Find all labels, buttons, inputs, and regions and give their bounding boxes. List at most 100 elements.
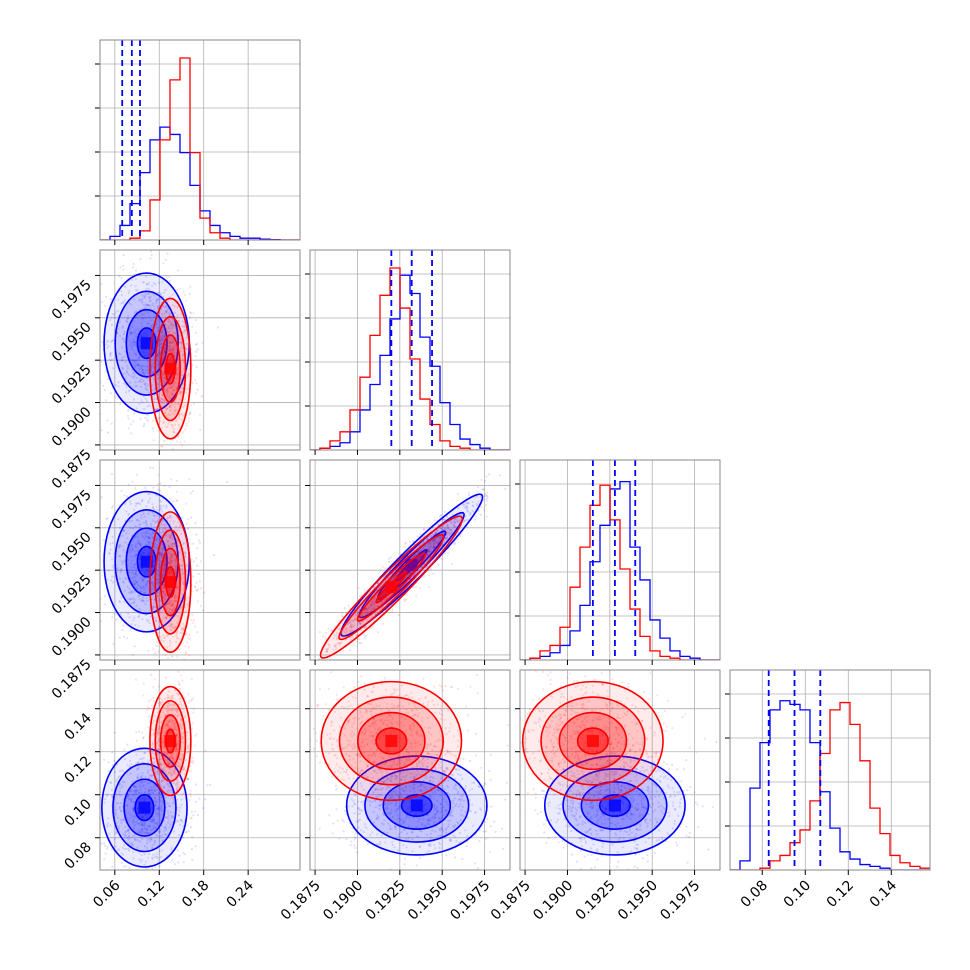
scatter-point bbox=[482, 488, 485, 491]
scatter-point bbox=[161, 590, 164, 593]
scatter-point bbox=[318, 631, 321, 634]
scatter-point bbox=[429, 544, 432, 548]
scatter-point bbox=[159, 507, 162, 510]
scatter-point bbox=[354, 617, 357, 621]
scatter-point bbox=[172, 410, 175, 413]
scatter-point bbox=[155, 408, 158, 411]
scatter-point bbox=[134, 544, 137, 548]
scatter-point bbox=[168, 561, 171, 564]
scatter-point bbox=[178, 413, 181, 416]
scatter-point bbox=[176, 368, 179, 372]
scatter-point bbox=[450, 522, 453, 525]
scatter-point bbox=[367, 611, 370, 614]
scatter-point bbox=[178, 392, 181, 395]
scatter-point bbox=[155, 302, 158, 305]
scatter-point bbox=[171, 341, 174, 344]
scatter-point bbox=[173, 543, 176, 546]
scatter-point bbox=[167, 326, 170, 329]
panel-border bbox=[99, 39, 301, 241]
scatter-point bbox=[186, 636, 189, 639]
scatter-point bbox=[123, 330, 126, 333]
scatter-point bbox=[143, 577, 146, 580]
scatter-point bbox=[129, 590, 132, 593]
scatter-point bbox=[160, 779, 163, 782]
scatter-point bbox=[300, 676, 302, 678]
scatter-point bbox=[118, 320, 121, 323]
scatter-point bbox=[150, 365, 153, 368]
scatter-point bbox=[365, 612, 368, 615]
scatter-point bbox=[159, 420, 162, 423]
scatter-point bbox=[344, 628, 348, 631]
scatter-point bbox=[169, 641, 172, 645]
panel-border bbox=[519, 459, 721, 661]
scatter-point bbox=[139, 586, 142, 589]
scatter-point bbox=[160, 553, 164, 556]
scatter-point bbox=[128, 339, 131, 342]
scatter-point bbox=[136, 364, 139, 367]
scatter-point bbox=[181, 564, 184, 568]
scatter-point bbox=[338, 625, 341, 628]
scatter-point bbox=[164, 323, 167, 326]
scatter-point bbox=[157, 365, 160, 368]
scatter-point bbox=[333, 625, 337, 628]
scatter-point bbox=[170, 553, 173, 556]
scatter-point bbox=[110, 359, 113, 362]
scatter-point bbox=[298, 662, 300, 664]
scatter-point bbox=[180, 567, 184, 570]
scatter-point bbox=[177, 615, 180, 618]
scatter-point bbox=[123, 559, 126, 562]
scatter-point bbox=[138, 594, 141, 597]
scatter-point bbox=[103, 594, 107, 598]
scatter-point bbox=[481, 488, 484, 491]
scatter-point bbox=[132, 338, 135, 341]
scatter-point bbox=[146, 384, 149, 387]
scatter-point bbox=[335, 643, 338, 646]
scatter-point bbox=[168, 279, 172, 283]
scatter-point bbox=[170, 604, 174, 607]
scatter-point bbox=[174, 754, 178, 757]
scatter-point bbox=[131, 480, 134, 483]
scatter-point bbox=[190, 516, 193, 519]
scatter-point bbox=[169, 341, 172, 345]
scatter-point bbox=[404, 541, 408, 544]
scatter-point bbox=[354, 618, 357, 621]
scatter-point bbox=[150, 365, 153, 368]
scatter-point bbox=[128, 389, 131, 392]
scatter-point bbox=[96, 593, 98, 595]
scatter-point bbox=[161, 518, 164, 521]
scatter-point bbox=[161, 519, 164, 522]
scatter-point bbox=[172, 542, 176, 545]
scatter-point bbox=[358, 621, 361, 624]
scatter-point bbox=[176, 597, 179, 600]
scatter-point bbox=[171, 323, 174, 326]
scatter-point bbox=[168, 405, 171, 408]
scatter-point bbox=[440, 514, 443, 517]
scatter-point bbox=[437, 536, 440, 539]
scatter-point bbox=[146, 322, 149, 326]
scatter-point bbox=[170, 555, 173, 559]
scatter-point bbox=[161, 589, 165, 593]
scatter-point bbox=[182, 353, 185, 356]
scatter-point bbox=[176, 314, 179, 317]
scatter-point bbox=[163, 653, 167, 657]
scatter-point bbox=[149, 250, 153, 253]
scatter-point bbox=[377, 604, 380, 608]
scatter-point bbox=[108, 352, 111, 355]
scatter-point bbox=[159, 563, 162, 566]
scatter-point bbox=[292, 692, 294, 694]
scatter-point bbox=[144, 294, 147, 297]
scatter-point bbox=[421, 547, 424, 550]
scatter-point bbox=[430, 535, 433, 538]
scatter-point bbox=[162, 401, 165, 405]
scatter-point bbox=[170, 327, 173, 330]
scatter-point bbox=[106, 419, 109, 422]
scatter-point bbox=[422, 528, 425, 531]
scatter-point bbox=[141, 371, 145, 374]
scatter-point bbox=[371, 607, 374, 610]
scatter-point bbox=[370, 601, 373, 604]
scatter-point bbox=[363, 589, 366, 592]
scatter-point bbox=[463, 519, 466, 522]
scatter-point bbox=[189, 492, 192, 495]
scatter-point bbox=[135, 519, 138, 522]
scatter-point bbox=[163, 598, 167, 602]
